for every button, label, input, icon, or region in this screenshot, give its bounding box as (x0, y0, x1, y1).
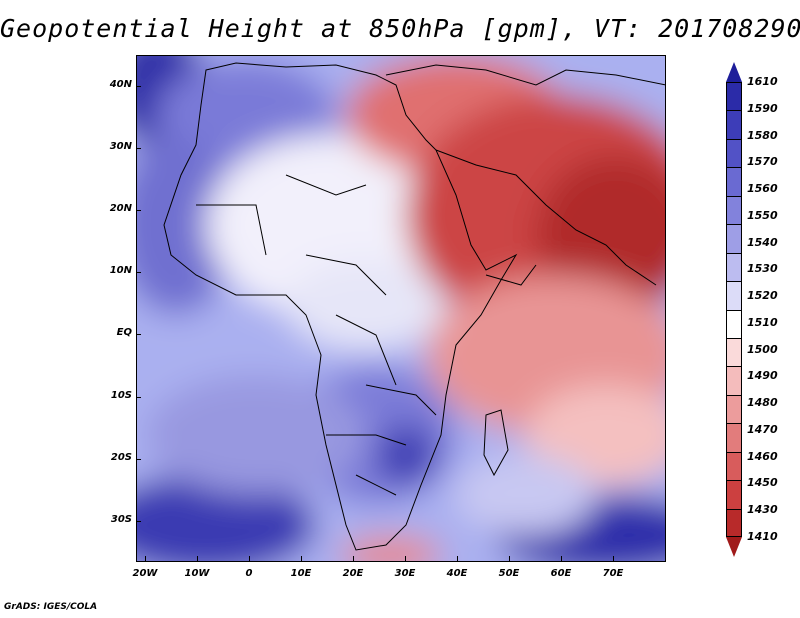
lon-label-40e: 40E (446, 568, 468, 579)
colorbar-segment (727, 225, 741, 254)
lon-label-50e: 50E (498, 568, 520, 579)
colorbar-segment (727, 452, 741, 482)
lon-tick (301, 556, 302, 561)
lon-tick (353, 556, 354, 561)
colorbar-label: 1500 (747, 342, 778, 356)
colorbar-label: 1430 (747, 503, 778, 517)
colorbar-segment (727, 83, 741, 112)
lon-tick (249, 556, 250, 561)
colorbar-label: 1560 (747, 182, 778, 196)
height-field (136, 55, 666, 562)
lon-tick (405, 556, 406, 561)
lon-tick (197, 556, 198, 561)
colorbar-strip (726, 82, 742, 537)
lon-tick (613, 556, 614, 561)
lat-tick (136, 459, 141, 460)
lat-label-eq: EQ (116, 327, 132, 338)
colorbar-label: 1590 (747, 101, 778, 115)
lat-label-40n: 40N (109, 79, 132, 90)
lon-label-70e: 70E (602, 568, 624, 579)
colorbar-segment (727, 139, 741, 169)
colorbar-label: 1580 (747, 128, 778, 142)
colorbar-segment (727, 282, 741, 311)
coastlines (163, 62, 666, 551)
lat-label-20n: 20N (109, 203, 132, 214)
colorbar-segment (727, 424, 741, 453)
colorbar-label: 1570 (747, 155, 778, 169)
colorbar-segment (727, 338, 741, 368)
colorbar-label: 1530 (747, 262, 778, 276)
colorbar-segment (727, 310, 741, 339)
map-title: Geopotential Height at 850hPa [gpm], VT:… (0, 14, 800, 43)
lat-label-20s: 20S (110, 452, 132, 463)
colorbar-min-arrow (726, 537, 742, 557)
lat-label-10n: 10N (109, 265, 132, 276)
lon-tick (509, 556, 510, 561)
lon-label-20w: 20W (132, 568, 158, 579)
lat-label-30s: 30S (110, 514, 132, 525)
lat-tick (136, 86, 141, 87)
lon-label-0: 0 (245, 568, 253, 579)
footer-credit: GrADS: IGES/COLA (4, 602, 98, 612)
lon-label-20e: 20E (342, 568, 364, 579)
lat-tick (136, 272, 141, 273)
colorbar-segment (727, 509, 741, 536)
lat-tick (136, 397, 141, 398)
colorbar-label: 1460 (747, 449, 778, 463)
lat-label-30n: 30N (109, 141, 132, 152)
lon-label-60e: 60E (550, 568, 572, 579)
lat-label-10s: 10S (110, 390, 132, 401)
colorbar-segment (727, 481, 741, 510)
colorbar-label: 1540 (747, 235, 778, 249)
colorbar-label: 1550 (747, 208, 778, 222)
lon-label-10w: 10W (184, 568, 210, 579)
colorbar-label: 1520 (747, 289, 778, 303)
colorbar-label: 1470 (747, 422, 778, 436)
colorbar-label: 1480 (747, 396, 778, 410)
map-plot (136, 55, 666, 562)
colorbar-segment (727, 253, 741, 283)
colorbar-label: 1450 (747, 476, 778, 490)
lat-tick (136, 210, 141, 211)
lon-tick (145, 556, 146, 561)
colorbar-label: 1510 (747, 315, 778, 329)
colorbar-max-arrow (726, 62, 742, 82)
lon-label-30e: 30E (394, 568, 416, 579)
colorbar-label: 1610 (747, 75, 778, 88)
colorbar-legend: 1610 1590 1580 1570 1560 1550 1540 1530 1520 1510… (722, 62, 778, 557)
lat-tick (136, 148, 141, 149)
colorbar-segment (727, 196, 741, 226)
colorbar-label: 1410 (747, 530, 778, 543)
colorbar-segment (727, 395, 741, 425)
colorbar-segment (727, 168, 741, 197)
lat-tick (136, 334, 141, 335)
lon-label-10e: 10E (290, 568, 312, 579)
lat-tick (136, 521, 141, 522)
lon-tick (561, 556, 562, 561)
colorbar-label: 1490 (747, 369, 778, 383)
lon-tick (457, 556, 458, 561)
colorbar-segment (727, 111, 741, 140)
colorbar-segment (727, 367, 741, 396)
